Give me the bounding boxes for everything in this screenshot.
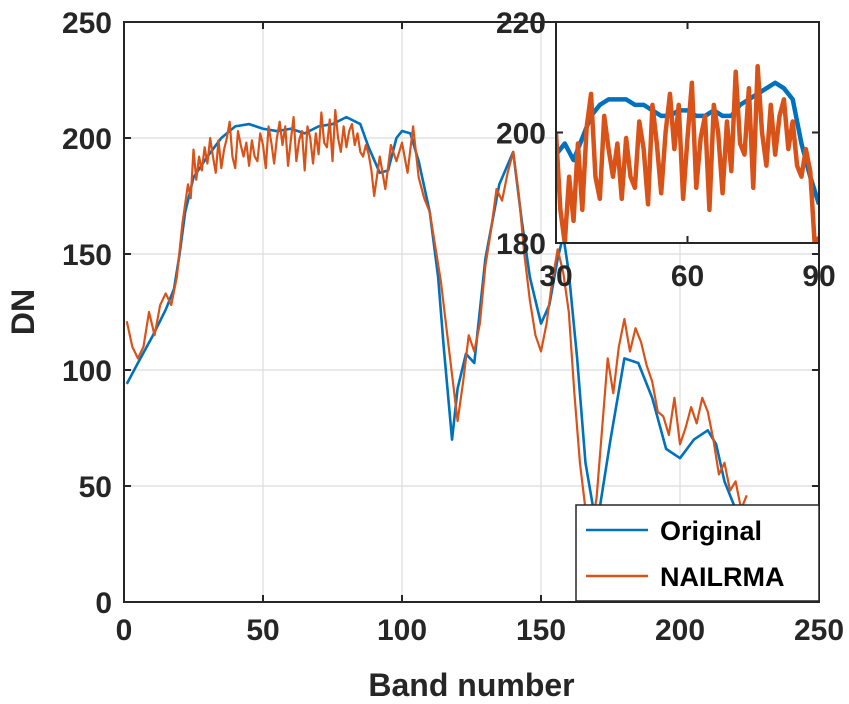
main-y-tick-label: 100 bbox=[62, 355, 112, 388]
legend: Original NAILRMA bbox=[575, 504, 820, 602]
main-series-nailrma-line bbox=[125, 109, 748, 534]
y-axis-label: DN bbox=[5, 289, 41, 335]
main-x-tick-label: 200 bbox=[655, 614, 705, 647]
legend-label-nailrma: NAILRMA bbox=[660, 562, 784, 592]
main-x-tick-label: 250 bbox=[794, 614, 844, 647]
main-y-tick-label: 0 bbox=[95, 587, 112, 620]
legend-box bbox=[575, 504, 820, 602]
inset-x-tick-label: 60 bbox=[671, 260, 704, 293]
main-y-tick-label: 150 bbox=[62, 239, 112, 272]
main-y-tick-label: 200 bbox=[62, 123, 112, 156]
inset-y-tick-label: 220 bbox=[496, 7, 546, 40]
main-axes-box bbox=[123, 21, 820, 603]
inset-series-nailrma-line bbox=[556, 63, 819, 243]
inset-y-tick-label: 200 bbox=[496, 118, 546, 151]
legend-label-original: Original bbox=[660, 516, 762, 546]
x-axis-label: Band number bbox=[368, 667, 574, 703]
main-y-tick-label: 250 bbox=[62, 7, 112, 40]
inset-y-tick-label: 180 bbox=[496, 228, 546, 261]
main-x-tick-label: 150 bbox=[516, 614, 566, 647]
main-x-tick-label: 100 bbox=[377, 614, 427, 647]
main-x-tick-label: 50 bbox=[246, 614, 279, 647]
main-x-tick-label: 0 bbox=[116, 614, 133, 647]
main-y-tick-label: 50 bbox=[79, 471, 112, 504]
inset-plot: 30 60 90 180 200 220 bbox=[496, 7, 836, 293]
inset-x-tick-label: 90 bbox=[802, 260, 835, 293]
inset-x-tick-label: 30 bbox=[539, 260, 572, 293]
